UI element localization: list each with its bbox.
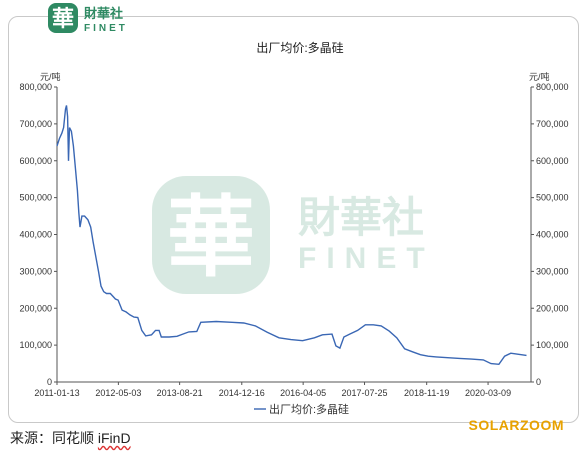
x-tick-label: 2011-01-13: [34, 388, 79, 398]
y-tick-label-right: 800,000: [536, 82, 569, 92]
x-tick-label: 2020-03-09: [465, 388, 511, 398]
source-prefix: 来源：同花顺: [10, 430, 98, 446]
legend-label: 出厂均价:多晶硅: [269, 402, 349, 416]
y-tick-label-right: 500,000: [536, 193, 569, 203]
watermark-badge: [152, 176, 270, 294]
logo-badge: [48, 3, 78, 33]
y-tick-label-left: 100,000: [19, 340, 52, 350]
logo-english-name: FINET: [84, 23, 128, 34]
y-tick-label-right: 100,000: [536, 340, 569, 350]
y-tick-label-right: 400,000: [536, 230, 569, 240]
x-ticks: 2011-01-13 2012-05-03 2013-08-21 2014-12-16…: [34, 382, 511, 398]
chart-frame: [8, 16, 579, 423]
source-brand: iFinD: [97, 430, 131, 446]
y-tick-label-left: 300,000: [19, 266, 52, 276]
y-tick-label-right: 700,000: [536, 119, 569, 129]
y-tick-label-left: 600,000: [19, 156, 52, 166]
series-line-polysilicon-price: [56, 105, 527, 366]
watermark-chinese-name: 財華社: [298, 194, 424, 241]
y-tick-label-left: 400,000: [19, 230, 52, 240]
x-tick-label: 2018-11-19: [404, 388, 449, 398]
watermark-glyph: 華: [167, 188, 255, 287]
y-tick-label-left: 800,000: [19, 82, 52, 92]
line-chart: 華 財華社 FINET 出厂均价:多晶硅 元/吨 元/吨 0 100,000 200…: [19, 41, 569, 416]
logo-glyph: 華: [52, 6, 74, 31]
y-axis-unit-left: 元/吨: [40, 71, 61, 82]
y-ticks-right: 0 100,000 200,000 300,000 400,000 500,000 600,…: [531, 82, 569, 387]
watermark-english-name: FINET: [298, 242, 435, 275]
y-tick-label-left: 700,000: [19, 119, 52, 129]
finet-watermark: 華 財華社 FINET: [152, 176, 435, 294]
y-tick-label-right: 300,000: [536, 266, 569, 276]
y-tick-label-right: 600,000: [536, 156, 569, 166]
y-tick-label-left: 200,000: [19, 303, 52, 313]
logo-chinese-name: 財華社: [83, 6, 123, 21]
y-tick-label-right: 0: [536, 377, 541, 387]
x-tick-label: 2016-04-05: [280, 388, 326, 398]
y-tick-label-right: 200,000: [536, 303, 569, 313]
solarzoom-logo: SOLARZOOM: [468, 417, 564, 433]
chart-title: 出厂均价:多晶硅: [256, 41, 343, 55]
x-tick-label: 2012-05-03: [95, 388, 141, 398]
finet-logo: 華 財華社 FINET: [46, 2, 166, 41]
y-tick-label-left: 500,000: [19, 193, 52, 203]
x-tick-label: 2017-07-25: [342, 388, 388, 398]
x-tick-label: 2014-12-16: [219, 388, 265, 398]
y-axis-unit-right: 元/吨: [529, 71, 550, 82]
source-note: 来源：同花顺 iFinD: [10, 428, 131, 448]
y-ticks-left: 0 100,000 200,000 300,000 400,000 500,000 600,…: [19, 82, 57, 387]
x-tick-label: 2013-08-21: [157, 388, 203, 398]
y-tick-label-left: 0: [47, 377, 52, 387]
legend: 出厂均价:多晶硅: [254, 402, 349, 416]
